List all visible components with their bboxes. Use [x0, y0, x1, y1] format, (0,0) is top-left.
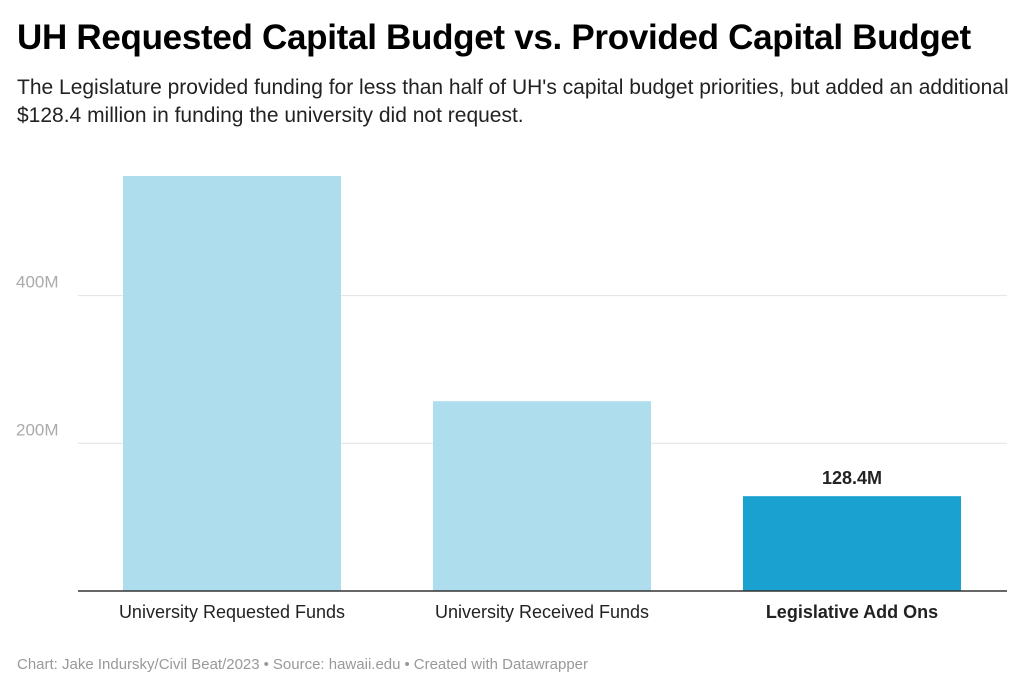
chart-subtitle: The Legislature provided funding for les…: [17, 76, 1009, 127]
bar-chart: 200M 400M 128.4M University Requested Fun…: [16, 175, 1007, 622]
chart-footer: Chart: Jake Indursky/Civil Beat/2023 • Sou…: [17, 656, 588, 673]
bar-value-label: 128.4M: [822, 468, 882, 488]
footer-separator: •: [263, 656, 269, 673]
bar: [743, 496, 961, 591]
chart-title: UH Requested Capital Budget vs. Provided…: [17, 18, 971, 57]
footer-separator: •: [404, 656, 410, 673]
x-axis-labels: University Requested Funds University Rec…: [119, 602, 938, 622]
footer-source: Source: hawaii.edu: [272, 656, 401, 673]
y-tick-label: 200M: [16, 420, 59, 439]
x-category-label: Legislative Add Ons: [766, 602, 938, 622]
x-category-label: University Requested Funds: [119, 602, 345, 622]
data-labels: 128.4M: [822, 468, 882, 488]
bar: [123, 175, 341, 591]
x-category-label: University Received Funds: [435, 602, 649, 622]
footer-tool: Created with Datawrapper: [413, 656, 589, 673]
y-axis-ticks: 200M 400M: [16, 273, 59, 440]
bar: [433, 401, 651, 591]
y-tick-label: 400M: [16, 273, 59, 292]
footer-credit: Chart: Jake Indursky/Civil Beat/2023: [17, 656, 260, 673]
bars: [123, 175, 961, 591]
